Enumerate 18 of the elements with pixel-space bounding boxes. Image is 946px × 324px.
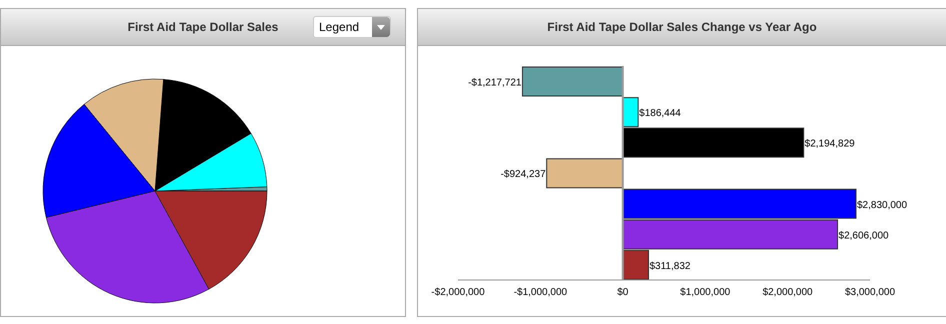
data-label: -$1,217,721	[468, 78, 522, 88]
data-label: $2,830,000	[856, 200, 908, 211]
bar	[546, 158, 624, 188]
chart-title: First Aid Tape Dollar Sales Change vs Year Ago	[418, 9, 946, 46]
x-tick-label: -$1,000,000	[514, 287, 568, 298]
data-label: -$924,237	[500, 169, 546, 180]
x-tick-label: $0	[617, 287, 629, 298]
data-label: $2,194,829	[804, 138, 856, 150]
x-tick-label: $2,000,000	[762, 287, 814, 298]
data-label: $2,606,000	[838, 230, 890, 242]
text: Legend	[318, 20, 360, 34]
data-label: $186,444	[639, 108, 682, 120]
data-label: $311,832	[649, 260, 691, 272]
x-tick-label: $1,000,000	[680, 287, 731, 298]
x-tick-label: $3,000,000	[844, 287, 896, 298]
x-tick-label: -$2,000,000	[431, 287, 486, 298]
bar	[522, 66, 624, 96]
chart-title: First Aid Tape Dollar Sales	[128, 20, 278, 34]
